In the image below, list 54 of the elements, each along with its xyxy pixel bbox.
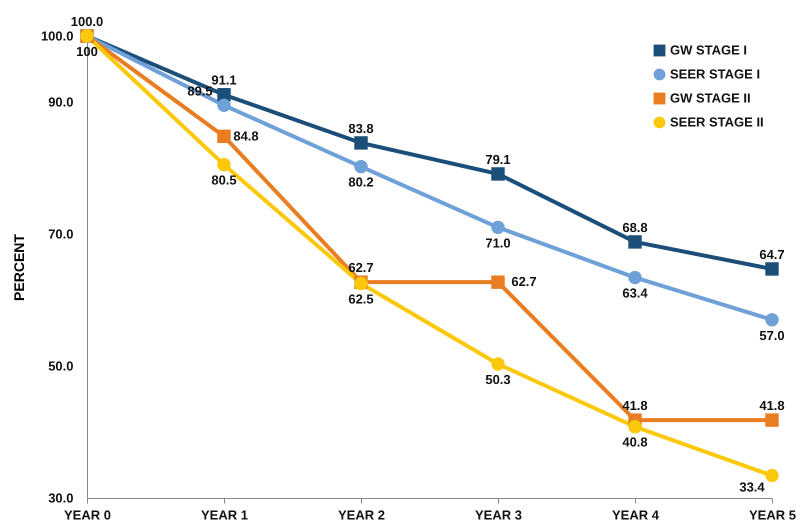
point	[491, 220, 505, 234]
x-tick-label: YEAR 3	[475, 508, 522, 522]
data-label: 68.8	[622, 220, 648, 235]
point	[765, 468, 779, 482]
data-label: 41.8	[622, 398, 648, 414]
data-label: 79.1	[485, 152, 511, 167]
data-label: 63.4	[622, 286, 648, 301]
point	[217, 158, 231, 172]
data-label: 84.8	[233, 128, 259, 144]
y-tick-label: 50.0	[48, 358, 74, 374]
data-label: 89.5	[187, 83, 213, 98]
y-axis-title: PERCENT	[10, 234, 27, 301]
point	[217, 130, 231, 144]
x-tick-label: YEAR 0	[64, 508, 111, 522]
data-label: 100	[76, 44, 98, 59]
data-label: 62.5	[348, 292, 374, 306]
point	[765, 262, 779, 276]
legend-label: SEER STAGE I	[670, 66, 760, 82]
data-label: 100.0	[70, 14, 104, 29]
point	[628, 270, 642, 284]
y-tick-label: 100.0	[40, 28, 74, 44]
data-label: 80.5	[211, 172, 237, 188]
y-tick-label: 90.0	[48, 94, 74, 110]
point	[491, 167, 505, 181]
legend-label: GW STAGE II	[670, 90, 751, 106]
point	[354, 136, 368, 150]
point	[354, 160, 368, 174]
y-tick-label: 70.0	[48, 226, 74, 242]
y-tick-label: 30.0	[48, 490, 74, 506]
x-tick-label: YEAR 4	[612, 508, 660, 522]
legend-label: SEER STAGE II	[670, 114, 764, 130]
data-label: 91.1	[211, 72, 237, 88]
data-label: 62.7	[511, 274, 537, 290]
x-tick-label: YEAR 1	[201, 508, 248, 522]
data-label: 57.0	[759, 328, 785, 343]
data-label: 80.2	[348, 174, 374, 190]
data-label: 40.8	[622, 434, 648, 450]
data-label: 33.4	[739, 480, 766, 495]
x-tick-label: YEAR 5	[749, 508, 796, 522]
data-label: 64.7	[759, 246, 785, 262]
point	[765, 413, 779, 427]
point	[217, 98, 231, 112]
data-label: 71.0	[485, 235, 511, 250]
data-label: 83.8	[348, 120, 374, 136]
point	[765, 313, 779, 326]
data-label: 62.7	[348, 260, 374, 276]
x-tick-label: YEAR 2	[338, 508, 385, 522]
point	[628, 235, 642, 249]
point	[491, 275, 505, 289]
point	[491, 357, 505, 371]
point	[628, 420, 642, 434]
data-label: 41.8	[759, 398, 785, 414]
data-label: 50.3	[485, 372, 511, 388]
legend-label: GW STAGE I	[670, 42, 748, 58]
